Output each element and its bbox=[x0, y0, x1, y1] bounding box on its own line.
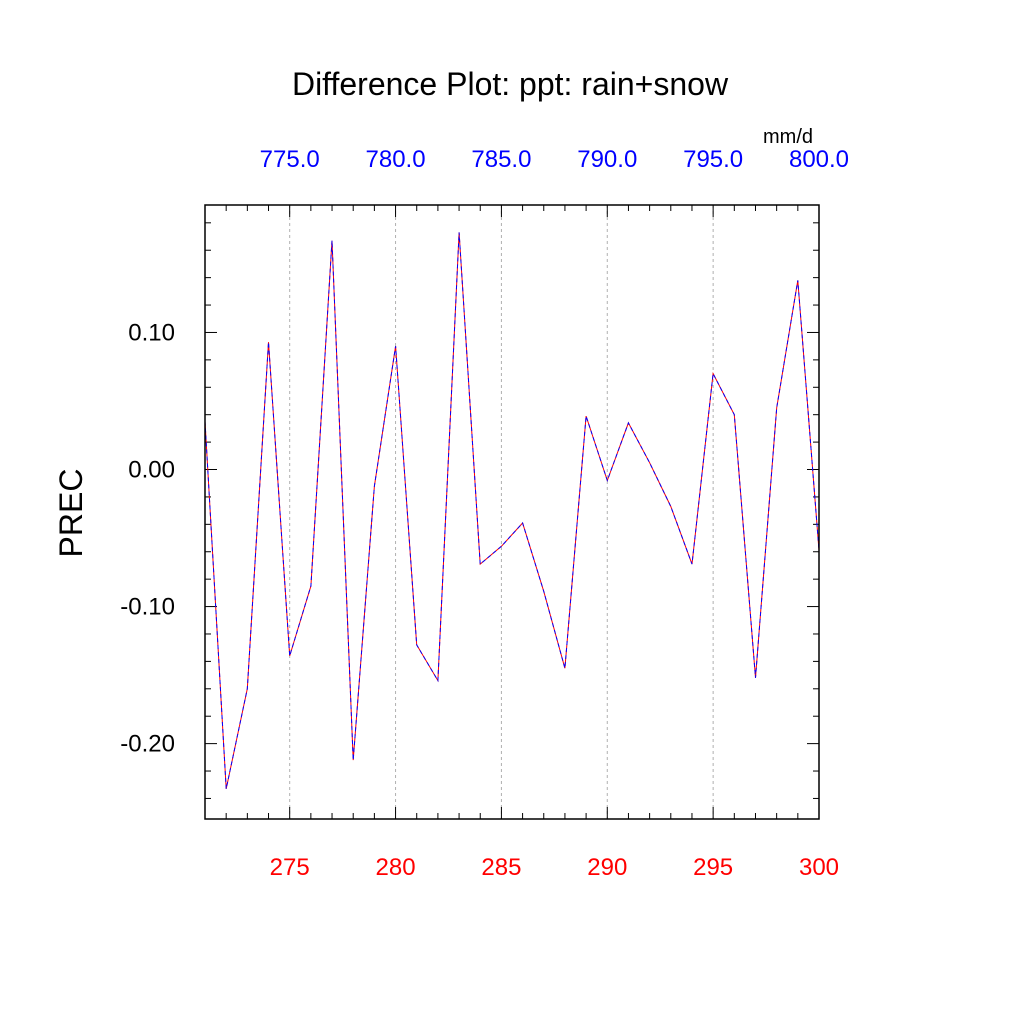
series-line-primary bbox=[204, 232, 820, 789]
x-tick-label-top: 790.0 bbox=[577, 146, 637, 173]
x-tick-label-bottom: 290 bbox=[587, 854, 627, 881]
axis-ticks bbox=[204, 205, 820, 819]
y-tick-label: 0.10 bbox=[128, 319, 175, 346]
plot-frame bbox=[204, 204, 820, 820]
x-tick-label-top: 800.0 bbox=[789, 146, 849, 173]
x-tick-label-bottom: 295 bbox=[693, 854, 733, 881]
x-tick-label-top: 775.0 bbox=[260, 146, 320, 173]
chart-title: Difference Plot: ppt: rain+snow bbox=[292, 66, 729, 102]
y-axis-label: PREC bbox=[53, 469, 89, 558]
series-group bbox=[204, 232, 820, 789]
y-tick-label: -0.20 bbox=[120, 731, 175, 758]
x-tick-label-top: 795.0 bbox=[683, 146, 743, 173]
x-tick-label-bottom: 300 bbox=[799, 854, 839, 881]
x-tick-label-bottom: 285 bbox=[481, 854, 521, 881]
series-line-secondary bbox=[204, 232, 820, 789]
units-label: mm/d bbox=[763, 126, 813, 148]
grid-lines bbox=[289, 205, 714, 819]
x-tick-label-top: 785.0 bbox=[471, 146, 531, 173]
tick-labels: 275 280 285 290 295 300 775.0 780.0 785.0 790.0 79… bbox=[120, 146, 849, 881]
y-tick-label: 0.00 bbox=[128, 457, 175, 484]
x-tick-label-bottom: 275 bbox=[270, 854, 310, 881]
x-tick-label-bottom: 280 bbox=[376, 854, 416, 881]
x-tick-label-top: 780.0 bbox=[366, 146, 426, 173]
y-tick-label: -0.10 bbox=[120, 594, 175, 621]
